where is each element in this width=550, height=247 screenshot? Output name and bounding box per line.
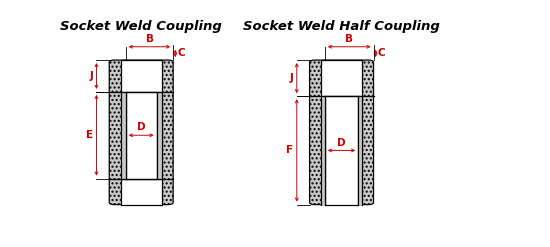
- Text: B: B: [146, 35, 153, 44]
- FancyBboxPatch shape: [109, 60, 173, 205]
- Text: D: D: [137, 122, 146, 132]
- FancyBboxPatch shape: [310, 60, 373, 205]
- Text: C: C: [178, 48, 185, 58]
- Text: E: E: [86, 130, 93, 140]
- Text: Socket Weld Half Coupling: Socket Weld Half Coupling: [243, 21, 440, 33]
- Bar: [358, 96, 362, 205]
- Text: D: D: [337, 138, 346, 147]
- Bar: [126, 92, 157, 179]
- Bar: [121, 60, 162, 92]
- Text: J: J: [89, 71, 93, 81]
- Text: B: B: [345, 35, 353, 44]
- Bar: [321, 96, 325, 205]
- Text: J: J: [289, 73, 293, 83]
- Bar: [321, 60, 362, 96]
- Bar: [121, 179, 162, 205]
- Bar: [325, 96, 358, 205]
- Text: F: F: [286, 145, 293, 155]
- Text: C: C: [378, 48, 386, 58]
- Text: Socket Weld Coupling: Socket Weld Coupling: [60, 21, 222, 33]
- Bar: [121, 92, 126, 179]
- Bar: [157, 92, 162, 179]
